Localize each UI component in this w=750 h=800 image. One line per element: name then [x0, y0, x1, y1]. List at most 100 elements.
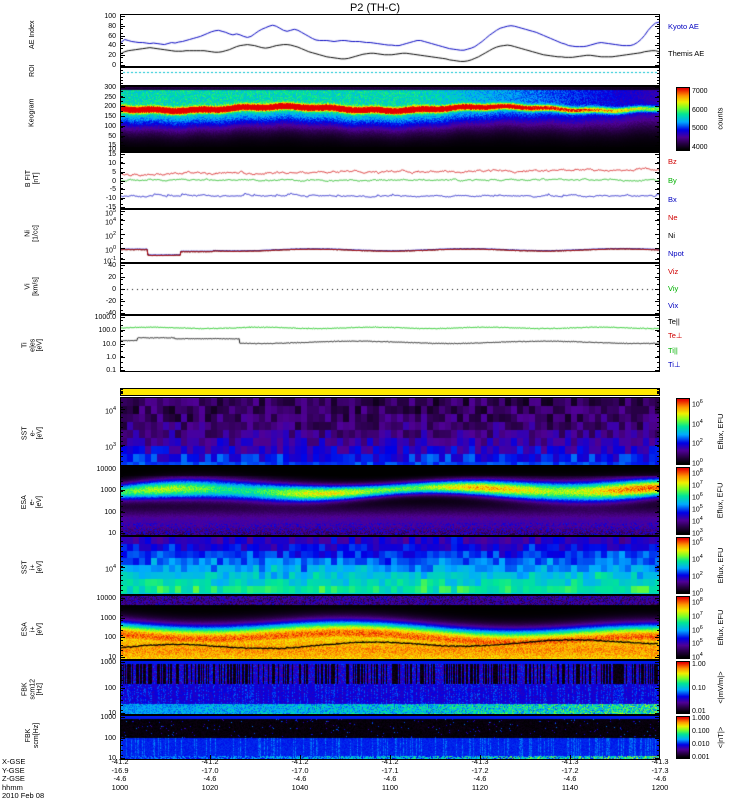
yminor-keogram-10	[120, 136, 123, 138]
colorbar-label-esa-electron-2: 106	[692, 491, 703, 502]
colorbar-esa-electron	[676, 467, 690, 535]
ytickmark-r-b-fit-1	[655, 163, 660, 165]
yminor-r-keogram-12	[657, 146, 660, 148]
yminor-yellow-strip-2	[120, 390, 123, 392]
axis-title-esa-electron: ESA e- [eV]	[20, 495, 43, 510]
yminor-ae-index-7	[120, 47, 123, 49]
colorbar-label-esa-ion-2: 106	[692, 624, 703, 634]
ytick-ti-1: 100.0	[98, 327, 116, 335]
yminor-r-esa-electron-6	[657, 496, 660, 497]
yminor-esa-electron-8	[120, 506, 123, 507]
xtickmark-0	[120, 755, 121, 760]
yminor-ae-index-10	[120, 62, 123, 64]
yminor-r-keogram-2	[657, 96, 660, 98]
ytickmark-esa-ion-1	[120, 617, 125, 619]
yminor-vi-6	[120, 294, 123, 296]
yminor-r-roi-2	[657, 73, 660, 75]
colorbar-title-sst-electron: Eflux, EFU	[715, 413, 725, 449]
footer-row-label-0: X-GSE	[2, 757, 26, 766]
yminor-ni-8	[120, 248, 123, 250]
ytick-keogram-4: 100	[104, 123, 116, 131]
yminor-r-fbk-bfield-4	[657, 735, 660, 736]
yminor-sst-electron-12	[120, 456, 123, 458]
yminor-r-yellow-strip-4	[657, 393, 660, 395]
yminor-r-keogram-5	[657, 111, 660, 113]
ytickmark-fbk-bfield-0	[120, 716, 125, 718]
yminor-r-sst-electron-2	[657, 406, 660, 408]
yminor-r-ae-index-9	[657, 57, 660, 59]
yminor-sst-ion-11	[120, 590, 123, 592]
yminor-r-esa-ion-8	[657, 635, 660, 636]
colorbar-label-keogram-3: 4000	[692, 144, 708, 152]
yminor-r-esa-electron-2	[657, 476, 660, 477]
yminor-sst-electron-4	[120, 416, 123, 418]
footer-cell-time-2: 1040	[291, 782, 309, 792]
yminor-sst-ion-1	[120, 540, 123, 542]
colorbar-label-esa-electron-0: 108	[692, 467, 703, 478]
footer-cell-x_gse-3: -41.2	[381, 757, 399, 766]
yminor-r-esa-electron-9	[657, 511, 660, 512]
plot-area-yellow-strip	[121, 389, 659, 395]
yminor-ni-3	[120, 223, 123, 225]
yminor-ti-9	[120, 361, 123, 363]
yminor-sst-electron-1	[120, 401, 123, 403]
yminor-r-yellow-strip-3	[657, 392, 660, 393]
ytick-ae-index-4: 20	[108, 52, 116, 60]
yminor-ae-index-1	[120, 18, 123, 20]
footer-cell-x_gse-6: -41.3	[651, 757, 669, 766]
colorbar-keogram	[676, 87, 690, 151]
yminor-keogram-12	[120, 146, 123, 148]
yminor-r-sst-electron-10	[657, 446, 660, 448]
ytick-esa-ion-2: 100	[104, 634, 116, 642]
ytick-b-fit-1: 10	[108, 160, 116, 168]
yminor-r-fbk-bfield-7	[657, 750, 660, 751]
yminor-fbk-efield-5	[120, 685, 123, 686]
ytick-ni-3: 100	[105, 244, 116, 255]
yminor-ti-10	[120, 366, 123, 368]
colorbar-fbk-bfield	[676, 716, 690, 759]
yminor-r-vi-2	[657, 273, 660, 275]
yminor-r-keogram-8	[657, 126, 660, 128]
colorbar-label-fbk-bfield-1: 0.100	[692, 728, 710, 736]
ytickmark-r-b-fit-3	[655, 180, 660, 182]
ytickmark-r-b-fit-5	[655, 197, 660, 199]
yminor-roi-1	[120, 70, 123, 72]
yminor-b-fit-6	[120, 183, 123, 185]
yminor-r-vi-1	[657, 268, 660, 270]
yminor-ti-4	[120, 335, 123, 337]
axis-title-keogram: Keogram	[28, 98, 36, 127]
yminor-r-sst-electron-6	[657, 426, 660, 428]
colorbar-label-esa-ion-0: 108	[692, 596, 703, 606]
panel-vi	[120, 263, 660, 315]
yminor-r-ti-2	[657, 325, 660, 327]
ytickmark-ae-index-3	[120, 45, 125, 47]
ytick-ti-3: 1.0	[106, 353, 116, 361]
ytick-fbk-efield-2: 10	[108, 709, 116, 717]
colorbar-title-esa-ion: Eflux, EFU	[715, 609, 725, 645]
ytickmark-r-ni-0	[655, 210, 660, 212]
yminor-esa-ion-1	[120, 600, 123, 601]
ytickmark-esa-electron-1	[120, 490, 125, 492]
ytick-ae-index-0: 100	[104, 13, 116, 21]
colorbar-esa-ion	[676, 596, 690, 659]
ytickmark-r-esa-electron-2	[655, 511, 660, 513]
yminor-b-fit-8	[120, 193, 123, 195]
ytickmark-vi-0	[120, 265, 125, 267]
plot-area-fbk-efield	[121, 661, 659, 714]
ytickmark-r-vi-0	[655, 265, 660, 267]
yminor-sst-electron-10	[120, 446, 123, 448]
yminor-sst-electron-3	[120, 411, 123, 413]
yminor-fbk-efield-10	[120, 710, 123, 711]
footer-row-label-1: Y-GSE	[2, 765, 25, 775]
yminor-sst-electron-11	[120, 451, 123, 453]
ytick-vi-4: -40	[105, 309, 116, 317]
yminor-b-fit-7	[120, 188, 123, 190]
yminor-ae-index-5	[120, 38, 123, 40]
yminor-r-sst-ion-5	[657, 560, 660, 562]
colorbar-title-esa-electron: Eflux, EFU	[715, 482, 725, 519]
panel-yellow-strip	[120, 388, 660, 396]
yminor-r-sst-electron-9	[657, 441, 660, 443]
yminor-r-esa-ion-7	[657, 630, 660, 631]
ytick-ae-index-2: 60	[108, 32, 116, 40]
colorbar-title-sst-ion: Eflux, EFU	[715, 547, 725, 583]
